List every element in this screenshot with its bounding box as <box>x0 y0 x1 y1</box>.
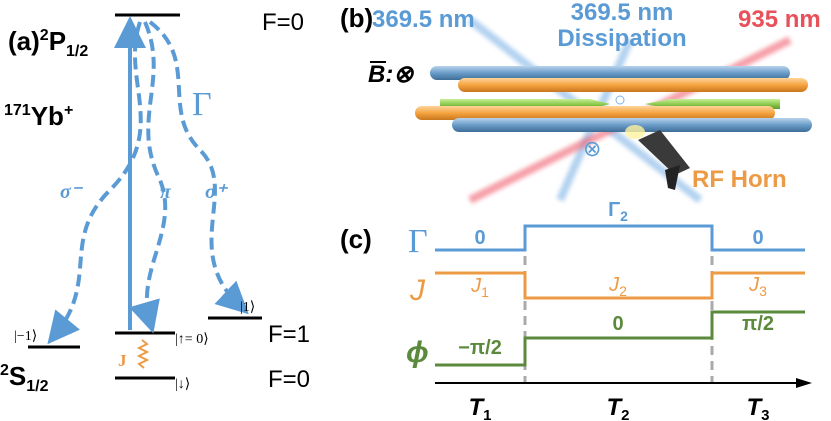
rod <box>458 78 808 92</box>
state-label: |1⟩ <box>240 300 255 315</box>
horn-glow <box>625 125 645 139</box>
level-value: J3 <box>748 274 767 299</box>
row-symbol: Γ <box>408 223 428 260</box>
axis-arrow <box>796 378 812 388</box>
level-value: J2 <box>608 274 627 299</box>
transition-label: π <box>160 181 172 203</box>
panel-a: (a)2P1/2 F=0 171Yb+ Γ σ⁻ π σ⁺ |−1⟩ |1⟩ F… <box>0 9 310 395</box>
panel-c: (c) Γ J ϕ 0 Γ2 0 J1 J2 J3 −π/2 0 π/2 T1 T2 T3 <box>340 199 812 421</box>
level-value: 0 <box>752 227 763 249</box>
level-value: Γ2 <box>608 199 628 224</box>
rod <box>415 106 775 120</box>
state-label: |−1⟩ <box>14 329 37 344</box>
ion-label: 171Yb+ <box>4 101 73 131</box>
panel-b: (b) 369.5 nm 369.5 nm Dissipation 935 nm… <box>340 0 821 204</box>
level-value: 0 <box>612 313 623 335</box>
transition-label: σ⁻ <box>60 181 84 203</box>
level-label: F=1 <box>268 321 310 348</box>
level-label: F=0 <box>268 366 310 393</box>
beam-label: 369.5 nm <box>571 0 674 26</box>
rod <box>452 118 812 132</box>
transition-label: σ⁺ <box>205 181 229 203</box>
row-symbol: ϕ <box>406 336 429 369</box>
level-label: 2S1/2 <box>0 361 49 395</box>
gamma-trace <box>435 224 805 252</box>
decay-arrow <box>47 21 143 345</box>
time-label: T2 <box>606 394 629 421</box>
beam-label: 369.5 nm <box>372 6 475 33</box>
rod <box>430 66 790 80</box>
j-trace <box>435 271 805 300</box>
panel-label: (b) <box>340 3 373 33</box>
phi-trace <box>435 310 805 367</box>
decay-arrow <box>129 21 168 334</box>
beam-label: 935 nm <box>738 6 821 33</box>
decay-arrow <box>148 20 249 315</box>
level-value: 0 <box>474 227 485 249</box>
state-label: |↓⟩ <box>175 377 190 392</box>
level-value: π/2 <box>742 313 774 335</box>
time-label: T1 <box>468 394 491 421</box>
panel-label: (c) <box>340 224 372 254</box>
rf-horn <box>638 130 690 175</box>
ion <box>615 95 625 105</box>
row-symbol: J <box>409 274 426 307</box>
rf-horn <box>665 165 680 190</box>
time-label: T3 <box>746 394 769 421</box>
level-label: F=0 <box>262 9 304 36</box>
coupling-wave <box>136 339 150 369</box>
coupling-label: J <box>118 351 127 370</box>
level-value: −π/2 <box>458 337 502 359</box>
panel-label: (a)2P1/2 <box>8 26 88 60</box>
gamma-label: Γ <box>192 86 212 123</box>
level-value: J1 <box>470 275 489 300</box>
direction-mark: ⊗ <box>583 136 601 161</box>
horn-label: RF Horn <box>692 166 787 193</box>
field-label: B:⊗ <box>368 61 414 88</box>
state-label: |↑= 0⟩ <box>175 332 209 347</box>
beam-label: Dissipation <box>557 25 686 52</box>
